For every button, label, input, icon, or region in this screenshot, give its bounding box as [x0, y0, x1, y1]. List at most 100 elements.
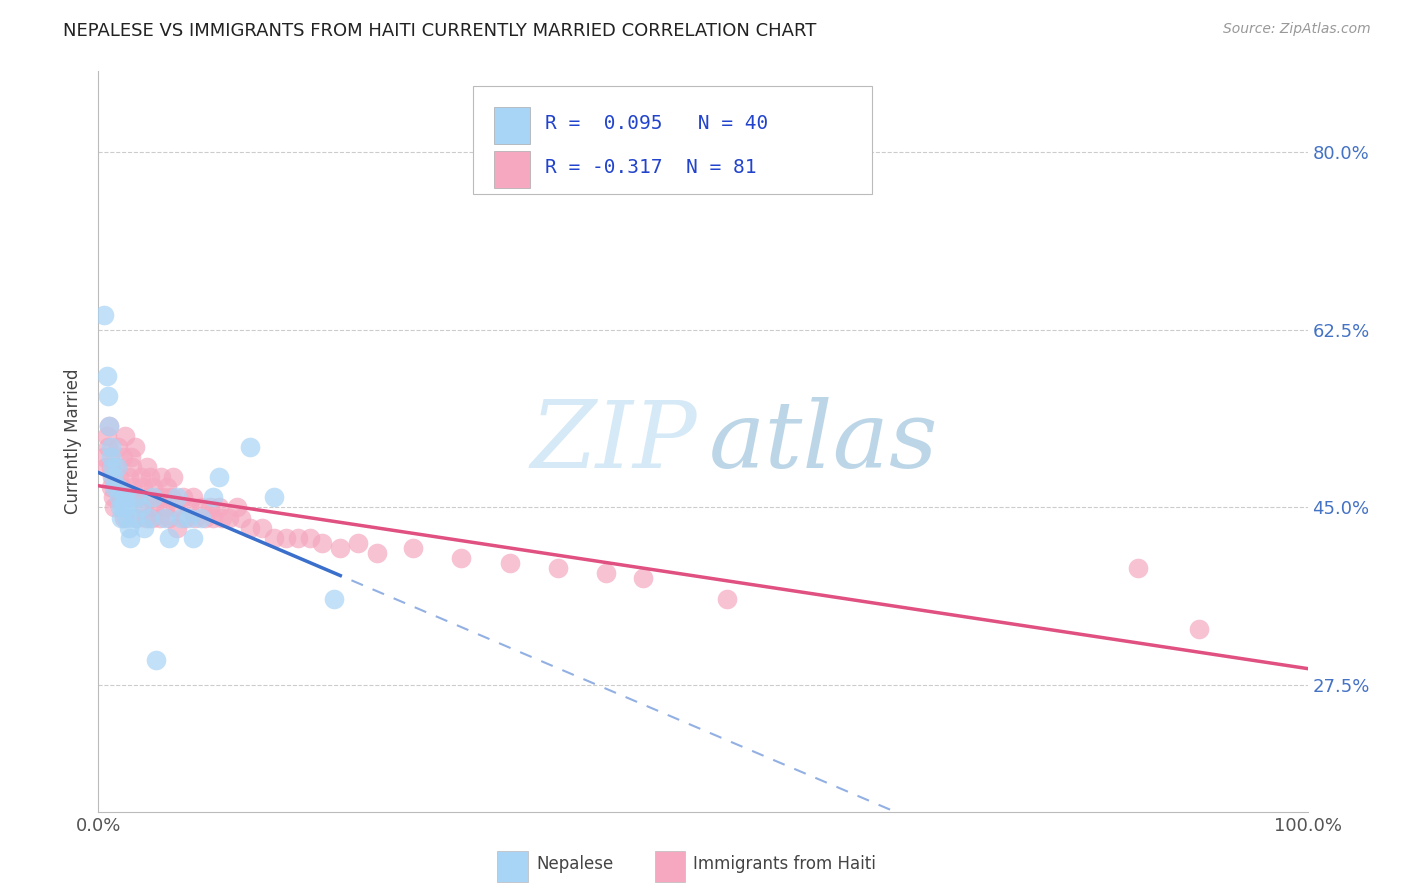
Point [166, 521, 188, 535]
Point [124, 440, 146, 454]
Point [100, 470, 122, 484]
Point [93, 308, 115, 322]
Point [138, 510, 160, 524]
Point [211, 510, 233, 524]
Point [229, 510, 252, 524]
Point [120, 450, 142, 464]
Point [172, 491, 194, 505]
Text: NEPALESE VS IMMIGRANTS FROM HAITI CURRENTLY MARRIED CORRELATION CHART: NEPALESE VS IMMIGRANTS FROM HAITI CURREN… [63, 22, 817, 40]
Point [595, 566, 617, 581]
Text: Immigrants from Haiti: Immigrants from Haiti [693, 855, 876, 872]
Point [112, 510, 135, 524]
Point [184, 510, 207, 524]
Point [100, 459, 122, 474]
Point [402, 541, 425, 555]
Point [107, 440, 129, 454]
Text: R =  0.095   N = 40: R = 0.095 N = 40 [544, 113, 768, 133]
Point [208, 470, 231, 484]
Point [299, 531, 322, 545]
Point [287, 531, 309, 545]
Point [110, 510, 132, 524]
Point [145, 652, 167, 666]
Point [142, 480, 165, 494]
Point [250, 521, 273, 535]
FancyBboxPatch shape [655, 851, 685, 882]
FancyBboxPatch shape [494, 107, 530, 144]
Point [631, 571, 654, 585]
Point [160, 491, 183, 505]
Point [157, 510, 180, 524]
Point [118, 491, 141, 505]
Text: atlas: atlas [709, 397, 939, 486]
Point [194, 510, 217, 524]
Point [239, 440, 262, 454]
Point [218, 510, 240, 524]
Point [366, 546, 388, 560]
Point [198, 500, 221, 515]
Point [181, 491, 204, 505]
FancyBboxPatch shape [474, 87, 872, 194]
Point [129, 470, 152, 484]
Point [190, 510, 212, 524]
Point [311, 536, 333, 550]
Point [101, 470, 124, 484]
Point [347, 536, 370, 550]
Point [135, 510, 157, 524]
Point [156, 480, 179, 494]
Point [1188, 622, 1211, 636]
Point [274, 531, 297, 545]
Point [329, 541, 352, 555]
Point [153, 500, 176, 515]
Point [118, 470, 141, 484]
Point [150, 470, 173, 484]
Point [124, 510, 146, 524]
Point [202, 491, 225, 505]
Point [115, 491, 138, 505]
Point [111, 450, 134, 464]
Point [166, 491, 188, 505]
Point [94, 459, 117, 474]
Point [118, 521, 141, 535]
Point [498, 556, 520, 570]
Point [132, 480, 155, 494]
Point [105, 459, 128, 474]
Text: Nepalese: Nepalese [536, 855, 613, 872]
Point [138, 491, 160, 505]
Point [127, 491, 149, 505]
Text: Source: ZipAtlas.com: Source: ZipAtlas.com [1223, 22, 1371, 37]
Point [122, 480, 145, 494]
Point [134, 521, 156, 535]
Point [142, 491, 165, 505]
Point [103, 480, 125, 494]
Point [112, 491, 135, 505]
Point [323, 591, 346, 606]
Point [239, 521, 262, 535]
Point [117, 510, 139, 524]
Point [108, 491, 131, 505]
Point [226, 500, 249, 515]
Point [148, 491, 170, 505]
Point [716, 591, 738, 606]
Point [139, 470, 162, 484]
Point [208, 500, 231, 515]
Point [97, 440, 120, 454]
Point [100, 459, 122, 474]
Point [547, 561, 569, 575]
Point [96, 368, 118, 383]
Point [143, 500, 166, 515]
Point [114, 429, 136, 443]
FancyBboxPatch shape [494, 152, 530, 188]
Point [263, 531, 285, 545]
Point [190, 500, 212, 515]
Point [93, 450, 115, 464]
FancyBboxPatch shape [498, 851, 527, 882]
Point [111, 500, 134, 515]
Point [96, 429, 118, 443]
Point [181, 531, 204, 545]
Point [118, 531, 141, 545]
Y-axis label: Currently Married: Currently Married [65, 368, 83, 515]
Point [163, 500, 186, 515]
Point [153, 510, 176, 524]
Text: ZIP: ZIP [530, 397, 697, 486]
Point [110, 480, 132, 494]
